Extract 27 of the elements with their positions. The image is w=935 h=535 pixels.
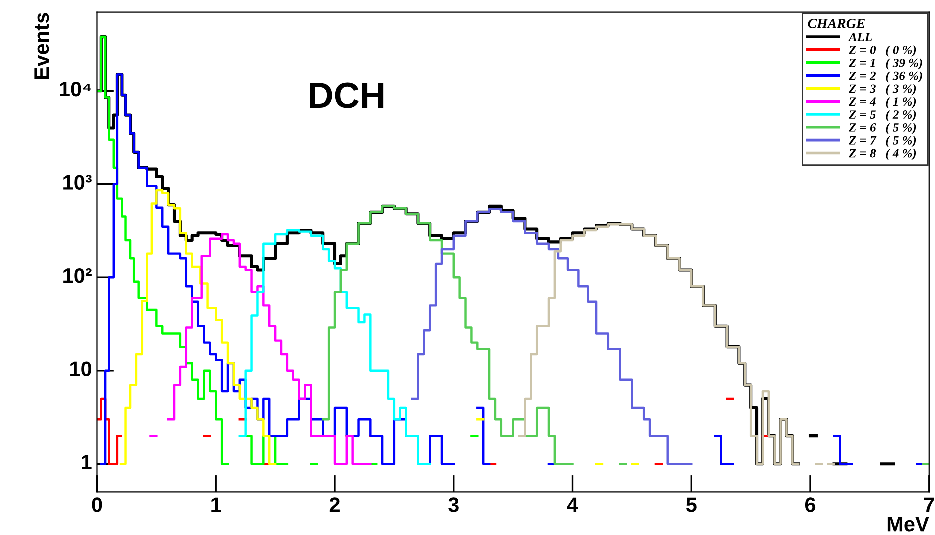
y-tick-label: 10⁴ [60, 82, 92, 97]
y-tick-label: 10² [64, 268, 92, 284]
y-axis-title: Events [34, 13, 50, 80]
x-tick-label: 0 [92, 498, 102, 512]
legend-title: CHARGE [808, 18, 866, 28]
legend-label: Z = 2 ( 36 %) [848, 71, 922, 83]
y-tick-label: 10³ [64, 175, 92, 190]
x-tick-label: 2 [330, 498, 340, 512]
x-tick-label: 1 [212, 498, 222, 512]
x-axis-title: MeV [888, 517, 930, 532]
x-tick-label: 7 [924, 498, 934, 512]
legend-label: ALL [848, 33, 872, 42]
legend-label: Z = 5 ( 2 %) [848, 110, 916, 122]
x-tick-label: 6 [805, 498, 816, 512]
legend-label: Z = 0 ( 0 %) [848, 46, 916, 57]
x-tick-label: 4 [567, 498, 578, 512]
y-tick-label: 1 [82, 455, 92, 470]
x-tick-label: 3 [448, 498, 459, 512]
legend-label: Z = 1 ( 39 %) [848, 58, 922, 70]
x-tick-label: 5 [686, 498, 697, 512]
annotation: DCH [310, 82, 384, 108]
legend-label: Z = 7 ( 5 %) [848, 136, 916, 148]
y-tick-label: 10 [70, 362, 92, 376]
legend-label: Z = 8 ( 4 %) [848, 148, 916, 160]
legend-label: Z = 6 ( 5 %) [848, 123, 916, 134]
legend-label: Z = 3 ( 3 %) [848, 84, 916, 96]
legend-label: Z = 4 ( 1 %) [848, 97, 916, 109]
